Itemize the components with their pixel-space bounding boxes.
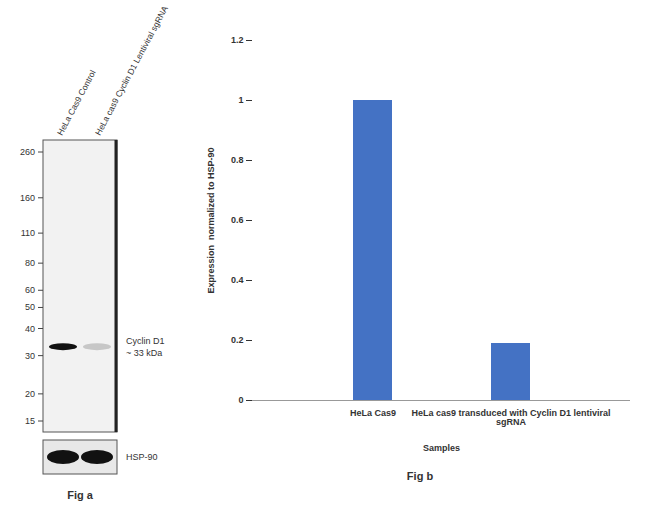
svg-text:160: 160 <box>20 193 35 203</box>
html-text:Fig b: Fig b <box>406 470 434 482</box>
svg-text:Fig a: Fig a <box>67 489 94 501</box>
svg-text:0: 0 <box>238 395 243 405</box>
svg-text:Samples: Samples <box>423 443 460 453</box>
svg-text:HeLa Cas9: HeLa Cas9 <box>350 408 396 418</box>
svg-text:~ 33 kDa: ~ 33 kDa <box>126 348 162 358</box>
svg-text:1: 1 <box>238 95 243 105</box>
svg-text:HeLa Cas9 Control: HeLa Cas9 Control <box>55 68 98 137</box>
svg-text:HeLa cas9 Cyclin D1 Lentiviral: HeLa cas9 Cyclin D1 Lentiviral sgRNA <box>93 4 170 137</box>
svg-text:0.4: 0.4 <box>231 275 244 285</box>
svg-text:50: 50 <box>25 302 35 312</box>
svg-text:20: 20 <box>25 389 35 399</box>
svg-text:60: 60 <box>25 285 35 295</box>
svg-text:110: 110 <box>21 228 35 238</box>
svg-text:1.2: 1.2 <box>231 35 244 45</box>
svg-text:0.6: 0.6 <box>231 215 244 225</box>
svg-text:15: 15 <box>25 416 35 426</box>
svg-text:0.2: 0.2 <box>231 335 244 345</box>
svg-text:HeLa cas9 transduced with Cycl: HeLa cas9 transduced with Cyclin D1 lent… <box>411 408 610 427</box>
svg-text:Expression normalized to HSP-: Expression normalized to HSP-90 <box>206 147 216 293</box>
svg-text:260: 260 <box>20 147 35 157</box>
svg-text:0.8: 0.8 <box>231 155 244 165</box>
svg-text:Cyclin D1: Cyclin D1 <box>126 336 165 346</box>
svg-text:HSP-90: HSP-90 <box>126 452 158 462</box>
svg-text:80: 80 <box>25 258 35 268</box>
svg-text:40: 40 <box>25 324 35 334</box>
svg-text:30: 30 <box>25 351 35 361</box>
